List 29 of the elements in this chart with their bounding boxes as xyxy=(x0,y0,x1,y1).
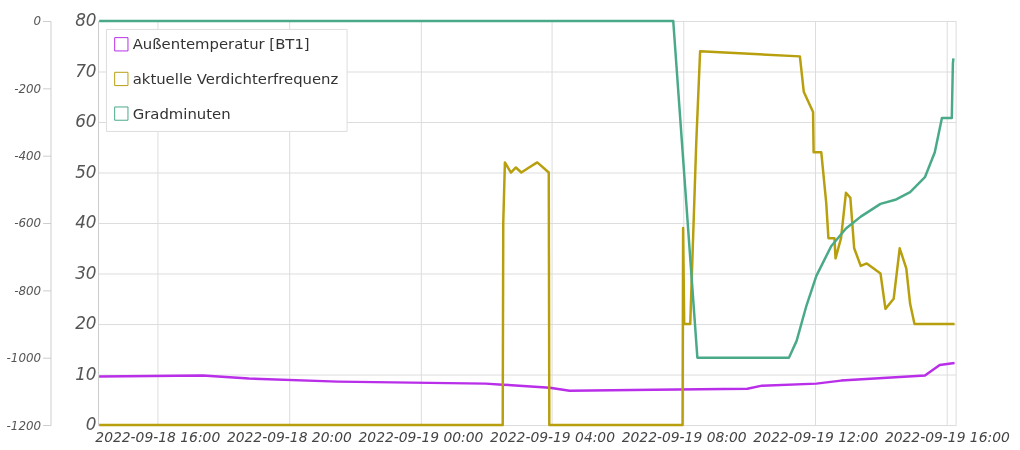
x-tick-label: 2022-09-19 16:00 xyxy=(884,429,1010,446)
y-tick-label: 80 xyxy=(75,10,97,31)
y-tick-label: 30 xyxy=(75,262,97,283)
y-tick-label: 60 xyxy=(75,111,97,132)
legend-label: Gradminuten xyxy=(132,104,231,123)
legend-label: aktuelle Verdichterfrequenz xyxy=(132,69,339,88)
x-tick-label: 2022-09-19 12:00 xyxy=(753,429,879,446)
x-tick-label: 2022-09-18 20:00 xyxy=(226,429,352,446)
legend-label: Außentemperatur [BT1] xyxy=(132,35,310,54)
y2-tick-label: -1000 xyxy=(6,351,42,366)
y-tick-label: 50 xyxy=(75,161,97,182)
line-series xyxy=(97,361,956,392)
line-series xyxy=(97,19,955,359)
x-tick-label: 2022-09-19 04:00 xyxy=(490,429,616,446)
x-tick-label: 2022-09-19 08:00 xyxy=(621,429,747,446)
y-tick-label: 10 xyxy=(75,363,97,384)
y2-tick-label: -400 xyxy=(14,149,42,164)
y-tick-label: 40 xyxy=(75,212,97,233)
y2-tick-label: -600 xyxy=(14,216,42,231)
y-tick-label: 0 xyxy=(85,414,97,435)
x-tick-label: 2022-09-18 16:00 xyxy=(95,429,221,446)
x-tick-label: 2022-09-19 00:00 xyxy=(358,429,484,446)
y2-tick-label: -1200 xyxy=(6,418,42,433)
line-series xyxy=(97,50,956,427)
y-tick-label: 20 xyxy=(75,313,97,334)
y2-tick-label: 0 xyxy=(33,14,42,29)
y2-tick-label: -200 xyxy=(14,81,42,96)
y2-tick-label: -800 xyxy=(14,283,42,298)
y-tick-label: 70 xyxy=(75,60,97,81)
